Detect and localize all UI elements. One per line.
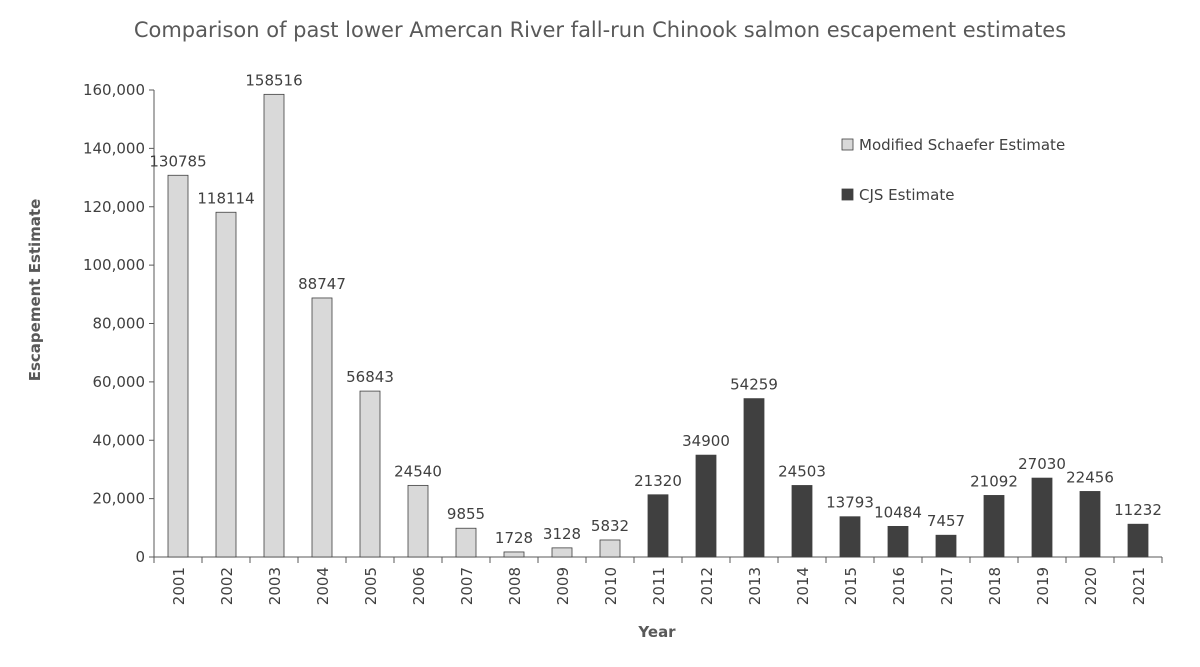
legend-swatch-1 xyxy=(841,138,854,151)
data-label-2013: 54259 xyxy=(730,376,778,394)
data-label-2006: 24540 xyxy=(394,462,442,480)
data-label-2017: 7457 xyxy=(927,512,965,530)
x-tick-label: 2005 xyxy=(362,567,380,605)
bar-2018 xyxy=(983,495,1005,558)
bar-2003 xyxy=(263,93,285,558)
data-label-2021: 11232 xyxy=(1114,501,1162,519)
y-tick-label: 160,000 xyxy=(83,81,145,99)
data-label-2001: 130785 xyxy=(149,152,206,170)
y-tick-label: 140,000 xyxy=(83,139,145,157)
legend-label-1: Modified Schaefer Estimate xyxy=(859,136,1065,154)
legend-label-2: CJS Estimate xyxy=(859,186,954,204)
data-label-2019: 27030 xyxy=(1018,455,1066,473)
x-tick-label: 2013 xyxy=(746,567,764,605)
bar-2021 xyxy=(1127,523,1149,558)
data-label-2005: 56843 xyxy=(346,368,394,386)
x-tick-label: 2011 xyxy=(650,567,668,605)
bar-2010 xyxy=(599,539,621,558)
y-tick-label: 20,000 xyxy=(93,490,146,508)
x-tick-label: 2001 xyxy=(170,567,188,605)
y-tick-label: 60,000 xyxy=(93,373,146,391)
x-tick-label: 2006 xyxy=(410,567,428,605)
bar-2001 xyxy=(167,174,189,558)
bar-2016 xyxy=(887,525,909,558)
x-tick-label: 2009 xyxy=(554,567,572,605)
data-label-2010: 5832 xyxy=(591,517,629,535)
bar-2019 xyxy=(1031,477,1053,558)
bar-2017 xyxy=(935,534,957,558)
data-label-2018: 21092 xyxy=(970,472,1018,490)
chart-title: Comparison of past lower Amercan River f… xyxy=(134,18,1066,42)
bar-2013 xyxy=(743,398,765,558)
y-axis-title: Escapement Estimate xyxy=(26,199,44,382)
bar-2011 xyxy=(647,494,669,558)
x-axis-title: Year xyxy=(637,623,676,641)
data-label-2011: 21320 xyxy=(634,472,682,490)
plot-area: 0 20,000 40,000 60,000 80,000 100,000 120,000 1… xyxy=(83,71,1163,605)
x-tick-label: 2002 xyxy=(218,567,236,605)
x-tick-label: 2015 xyxy=(842,567,860,605)
data-label-2012: 34900 xyxy=(682,432,730,450)
x-tick-label: 2004 xyxy=(314,567,332,605)
data-label-2003: 158516 xyxy=(245,71,302,89)
data-label-2007: 9855 xyxy=(447,505,485,523)
x-tick-label: 2008 xyxy=(506,567,524,605)
x-tick-label: 2012 xyxy=(698,567,716,605)
bar-2007 xyxy=(455,527,477,558)
data-label-2014: 24503 xyxy=(778,462,826,480)
data-label-2015: 13793 xyxy=(826,494,874,512)
y-tick-label: 0 xyxy=(135,548,145,566)
data-label-2009: 3128 xyxy=(543,525,581,543)
bar-2012 xyxy=(695,454,717,558)
bar-2009 xyxy=(551,547,573,558)
data-label-2002: 118114 xyxy=(197,189,254,207)
x-tick-label: 2003 xyxy=(266,567,284,605)
x-tick-label: 2007 xyxy=(458,567,476,605)
data-label-2008: 1728 xyxy=(495,529,533,547)
x-tick-label: 2014 xyxy=(794,567,812,605)
x-tick-label: 2018 xyxy=(986,567,1004,605)
bar-2006 xyxy=(407,484,429,558)
bar-2008 xyxy=(503,551,525,558)
y-tick-label: 40,000 xyxy=(93,431,146,449)
data-label-2020: 22456 xyxy=(1066,468,1114,486)
x-tick-label: 2016 xyxy=(890,567,908,605)
bar-2002 xyxy=(215,211,237,558)
bar-2014 xyxy=(791,485,813,558)
y-tick-label: 80,000 xyxy=(93,315,146,333)
x-tick-label: 2010 xyxy=(602,567,620,605)
y-tick-label: 120,000 xyxy=(83,198,145,216)
bar-2004 xyxy=(311,297,333,558)
x-tick-label: 2020 xyxy=(1082,567,1100,605)
x-tick-label: 2017 xyxy=(938,567,956,605)
bar-2020 xyxy=(1079,491,1101,558)
data-label-2016: 10484 xyxy=(874,503,922,521)
x-tick-label: 2021 xyxy=(1130,567,1148,605)
y-tick-label: 100,000 xyxy=(83,256,145,274)
legend-swatch-2 xyxy=(841,188,854,201)
bar-2005 xyxy=(359,390,381,558)
x-tick-label: 2019 xyxy=(1034,567,1052,605)
legend: Modified Schaefer Estimate CJS Estimate xyxy=(841,136,1065,204)
data-label-2004: 88747 xyxy=(298,275,346,293)
bar-2015 xyxy=(839,516,861,558)
